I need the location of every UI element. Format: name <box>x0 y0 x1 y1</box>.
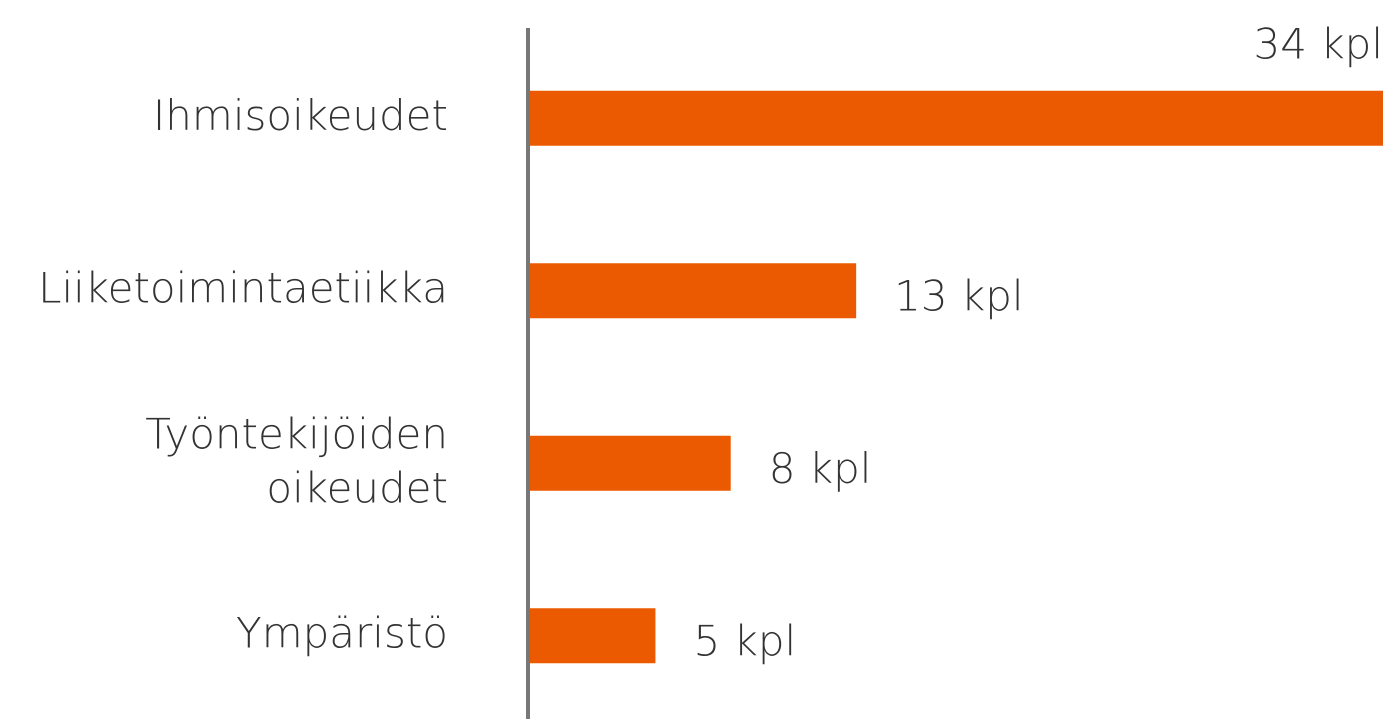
category-label: Liiketoimintaetiikka <box>38 263 448 312</box>
value-label: 34 kpl <box>1254 19 1383 68</box>
category-label: Työntekijöiden oikeudet <box>145 409 448 512</box>
bar <box>530 263 857 319</box>
category-label: Ihmisoikeudet <box>153 91 448 140</box>
value-label: 5 kpl <box>693 616 796 665</box>
category-label: Ympäristö <box>236 608 448 657</box>
bar <box>530 435 731 491</box>
value-label: 13 kpl <box>894 271 1023 320</box>
bar <box>530 90 1383 146</box>
value-label: 8 kpl <box>769 444 872 493</box>
bar <box>530 608 656 664</box>
